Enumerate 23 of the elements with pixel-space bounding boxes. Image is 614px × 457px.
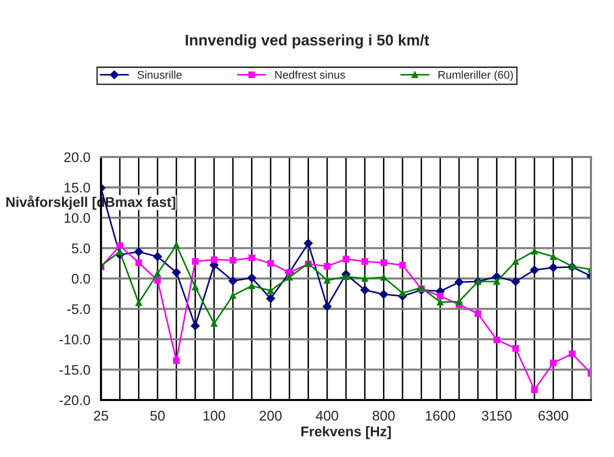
x-tick-label: 1600 <box>426 410 456 421</box>
y-tick-label: -20.0 <box>60 395 90 406</box>
legend-label: Sinusrille <box>138 70 182 79</box>
y-tick-label: -5.0 <box>67 304 90 314</box>
y-tick-label: 10.0 <box>64 213 90 223</box>
x-tick-label: 400 <box>316 410 338 421</box>
x-tick-label: 200 <box>260 410 282 421</box>
y-tick-label: 20.0 <box>64 152 90 162</box>
legend-label: Rumleriller (60) <box>438 70 513 81</box>
y-tick-label: -10.0 <box>60 334 90 344</box>
x-axis-title: Frekvens [Hz] <box>301 426 391 440</box>
x-tick-label: 50 <box>150 410 165 421</box>
y-tick-label: 0.0 <box>72 274 90 284</box>
y-tick-label: 15.0 <box>64 182 90 193</box>
x-tick-label: 3150 <box>482 410 512 421</box>
x-tick-label: 100 <box>204 410 226 421</box>
x-tick-label: 25 <box>94 410 108 421</box>
y-tick-label: -15.0 <box>60 364 90 375</box>
x-tick-label: 6300 <box>538 410 568 421</box>
chart-title: Innvendig ved passering i 50 km/t <box>186 34 430 49</box>
legend-label: Nedfrest sinus <box>275 70 346 79</box>
y-tick-label: 5.0 <box>72 243 90 254</box>
x-tick-label: 800 <box>372 410 395 421</box>
